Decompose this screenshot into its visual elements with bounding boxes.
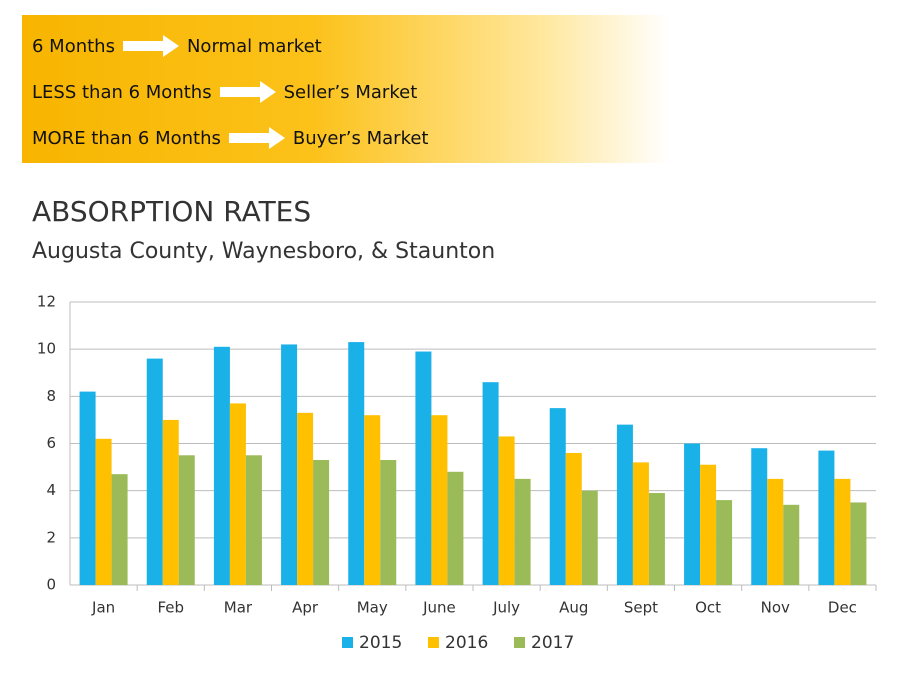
bar — [850, 502, 867, 585]
bar — [313, 460, 330, 585]
key-result: Normal market — [186, 35, 322, 57]
x-tick-label: Nov — [761, 599, 790, 617]
bar — [297, 412, 314, 585]
chart-title: ABSORPTION RATES — [32, 195, 311, 228]
bar — [146, 358, 163, 585]
bar — [348, 342, 365, 585]
bar — [632, 462, 649, 585]
bar — [498, 436, 515, 585]
bar — [79, 391, 96, 585]
bar — [648, 493, 665, 585]
key-result: Buyer’s Market — [292, 127, 429, 149]
legend-label: 2016 — [445, 633, 488, 653]
bar — [716, 500, 733, 585]
y-tick-label: 2 — [46, 528, 56, 546]
key-result: Seller’s Market — [283, 81, 418, 103]
y-tick-label: 12 — [37, 293, 56, 311]
key-box: 6 Months Normal market LESS than 6 Months… — [22, 15, 670, 163]
bar — [213, 346, 230, 585]
bar — [178, 455, 195, 585]
x-tick-label: Dec — [828, 599, 857, 617]
x-tick-label: Mar — [224, 599, 253, 617]
x-tick-label: May — [357, 599, 388, 617]
arrow — [228, 127, 285, 149]
x-tick-label: Oct — [695, 599, 721, 617]
legend-label: 2017 — [531, 633, 574, 653]
key-condition: LESS than 6 Months — [32, 81, 212, 103]
y-tick-label: 10 — [37, 340, 56, 358]
bar — [281, 344, 298, 585]
bar — [447, 471, 464, 585]
key-row: 6 Months Normal market — [32, 35, 322, 57]
arrow — [122, 35, 179, 57]
x-tick-label: July — [492, 599, 520, 617]
legend-swatch — [428, 637, 439, 648]
x-tick-label: Feb — [157, 599, 184, 617]
legend-swatch — [514, 637, 525, 648]
legend-swatch — [342, 637, 353, 648]
bar — [245, 455, 262, 585]
bar — [616, 424, 633, 585]
x-tick-label: Jan — [91, 599, 115, 617]
bar — [162, 419, 179, 585]
bar — [431, 415, 448, 585]
bar — [514, 478, 531, 585]
x-tick-label: Aug — [559, 599, 588, 617]
bar — [111, 474, 128, 585]
x-tick-label: Sept — [624, 599, 658, 617]
arrow — [219, 81, 276, 103]
y-tick-label: 0 — [46, 576, 56, 594]
bar — [818, 450, 835, 585]
bar — [482, 382, 499, 585]
y-tick-label: 6 — [46, 434, 56, 452]
bar — [767, 478, 784, 585]
bar — [565, 452, 582, 585]
x-tick-label: June — [422, 599, 456, 617]
bar — [684, 443, 701, 585]
bar — [364, 415, 381, 585]
key-condition: MORE than 6 Months — [32, 127, 221, 149]
x-tick-label: Apr — [292, 599, 319, 617]
bar — [834, 478, 851, 585]
bar — [229, 403, 246, 585]
bar — [415, 351, 432, 585]
y-tick-label: 4 — [46, 481, 56, 499]
bar — [549, 408, 566, 585]
bar — [380, 460, 397, 585]
chart-subtitle: Augusta County, Waynesboro, & Staunton — [32, 239, 495, 264]
bar — [95, 438, 112, 585]
key-condition: 6 Months — [32, 35, 115, 57]
bar — [700, 464, 717, 585]
key-row: LESS than 6 Months Seller’s Market — [32, 81, 417, 103]
y-tick-label: 8 — [46, 387, 56, 405]
key-row: MORE than 6 Months Buyer’s Market — [32, 127, 429, 149]
bar — [581, 490, 598, 585]
bar — [751, 448, 768, 585]
bar — [783, 504, 800, 585]
legend-label: 2015 — [359, 633, 402, 653]
